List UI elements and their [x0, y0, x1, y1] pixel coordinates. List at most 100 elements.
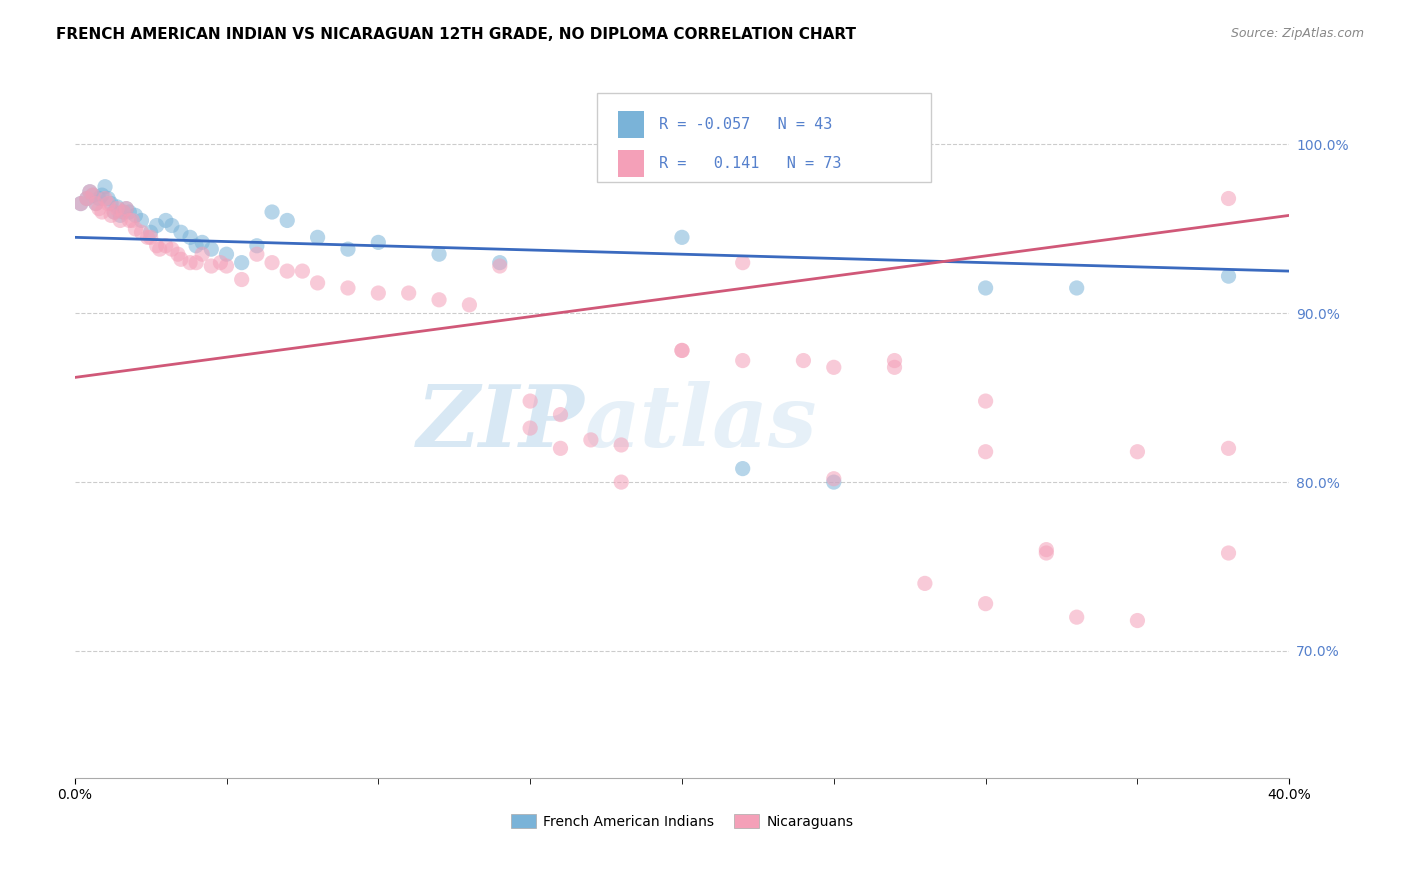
Point: [105, 200, 128, 214]
Point: [731, 255, 754, 269]
Point: [307, 276, 329, 290]
Point: [139, 225, 162, 239]
Point: [110, 208, 132, 222]
Point: [76, 192, 98, 206]
Point: [671, 343, 693, 358]
Point: [209, 255, 232, 269]
Point: [87, 202, 110, 216]
Point: [519, 394, 541, 409]
Point: [519, 421, 541, 435]
Point: [1035, 546, 1057, 560]
Point: [112, 205, 135, 219]
Point: [170, 252, 193, 267]
Point: [94, 192, 117, 206]
Point: [186, 255, 208, 269]
Point: [69, 196, 91, 211]
Point: [610, 475, 633, 489]
Point: [155, 213, 177, 227]
Point: [291, 264, 314, 278]
Point: [84, 196, 107, 211]
Legend: French American Indians, Nicaraguans: French American Indians, Nicaraguans: [505, 808, 859, 834]
Point: [179, 230, 201, 244]
Point: [488, 259, 510, 273]
Point: [367, 235, 389, 250]
Point: [307, 230, 329, 244]
Point: [170, 225, 193, 239]
Point: [91, 188, 114, 202]
Point: [118, 205, 141, 219]
Text: atlas: atlas: [585, 381, 817, 465]
Point: [1126, 614, 1149, 628]
Point: [79, 185, 101, 199]
Point: [145, 239, 167, 253]
Point: [974, 444, 997, 458]
Point: [121, 213, 143, 227]
Point: [246, 239, 269, 253]
Point: [792, 353, 814, 368]
Point: [215, 247, 238, 261]
Point: [136, 230, 159, 244]
Point: [550, 408, 572, 422]
Point: [115, 202, 138, 216]
Point: [76, 192, 98, 206]
Point: [69, 196, 91, 211]
Point: [139, 230, 162, 244]
Point: [167, 247, 190, 261]
Point: [974, 281, 997, 295]
Point: [883, 360, 905, 375]
Point: [398, 286, 420, 301]
Point: [82, 188, 104, 202]
Point: [131, 225, 153, 239]
Point: [260, 205, 283, 219]
Point: [82, 188, 104, 202]
Point: [427, 293, 450, 307]
Point: [105, 202, 128, 216]
Point: [124, 222, 146, 236]
Point: [87, 192, 110, 206]
Point: [79, 185, 101, 199]
Point: [276, 264, 298, 278]
Point: [191, 235, 214, 250]
Point: [731, 461, 754, 475]
Point: [118, 213, 141, 227]
Point: [179, 255, 201, 269]
Point: [883, 353, 905, 368]
Point: [1218, 269, 1240, 284]
FancyBboxPatch shape: [617, 150, 644, 178]
Point: [823, 472, 845, 486]
Point: [1126, 444, 1149, 458]
Text: FRENCH AMERICAN INDIAN VS NICARAGUAN 12TH GRADE, NO DIPLOMA CORRELATION CHART: FRENCH AMERICAN INDIAN VS NICARAGUAN 12T…: [56, 27, 856, 42]
FancyBboxPatch shape: [598, 94, 931, 182]
FancyBboxPatch shape: [617, 112, 644, 138]
Point: [215, 259, 238, 273]
Point: [200, 242, 222, 256]
Point: [610, 438, 633, 452]
Point: [1066, 610, 1088, 624]
Point: [1218, 546, 1240, 560]
Point: [112, 205, 135, 219]
Point: [94, 179, 117, 194]
Point: [671, 230, 693, 244]
Point: [110, 213, 132, 227]
Point: [671, 343, 693, 358]
Point: [1035, 542, 1057, 557]
Point: [731, 353, 754, 368]
Point: [1218, 442, 1240, 456]
Point: [103, 205, 125, 219]
Point: [231, 255, 253, 269]
Point: [160, 219, 183, 233]
Point: [823, 360, 845, 375]
Point: [276, 213, 298, 227]
Point: [579, 433, 602, 447]
Point: [149, 242, 172, 256]
Point: [115, 202, 138, 216]
Point: [367, 286, 389, 301]
Point: [186, 239, 208, 253]
Point: [914, 576, 936, 591]
Point: [458, 298, 481, 312]
Point: [200, 259, 222, 273]
Point: [145, 219, 167, 233]
Point: [155, 239, 177, 253]
Point: [427, 247, 450, 261]
Point: [84, 196, 107, 211]
